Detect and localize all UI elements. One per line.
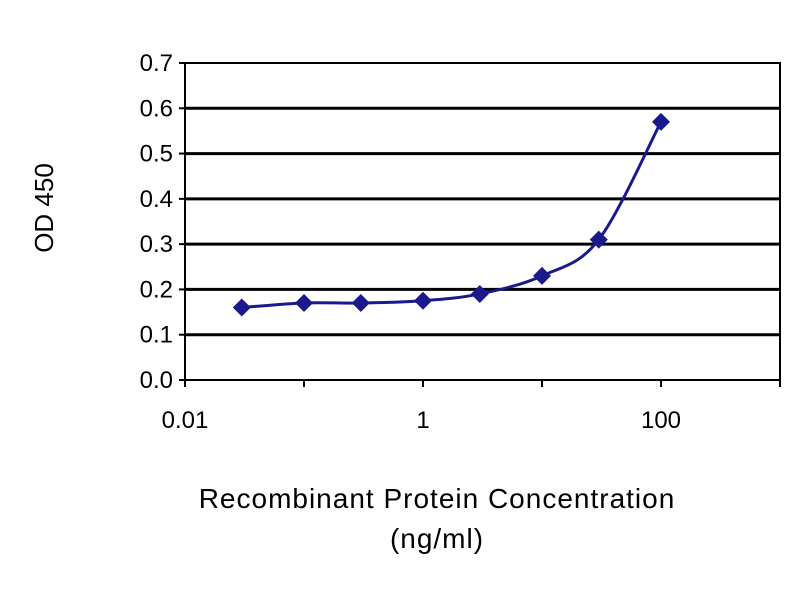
y-tick-label: 0.4 [140,186,173,213]
data-point-marker [351,294,370,313]
y-tick-label: 0.5 [140,141,173,168]
y-tick-label: 0.7 [140,50,173,77]
data-point-marker [589,230,608,249]
y-tick-label: 0.1 [140,322,173,349]
grid-lines [185,106,780,337]
y-tick-label: 0.3 [140,231,173,258]
series-layer [232,112,670,317]
x-axis-title: Recombinant Protein Concentration [199,483,676,514]
data-point-marker [652,112,670,131]
y-axis-title: OD 450 [29,163,59,253]
y-tick-label: 0.0 [140,367,173,394]
x-tick-label: 0.01 [162,407,209,434]
y-axis-ticks: 0.0 0.1 0.2 0.3 0.4 0.5 0.6 0.7 [140,50,185,394]
plot-area [184,62,781,381]
data-point-marker [414,291,432,310]
y-tick-label: 0.2 [140,276,173,303]
x-axis-unit: (ng/ml) [390,523,484,554]
data-point-marker [470,284,489,303]
data-point-marker [232,298,251,317]
data-point-marker [533,266,551,285]
data-point-marker [295,294,313,313]
x-axis-ticks: 0.01 1 100 [162,380,781,434]
y-tick-label: 0.6 [140,95,173,122]
x-tick-label: 1 [416,407,429,434]
x-tick-label: 100 [641,407,681,434]
